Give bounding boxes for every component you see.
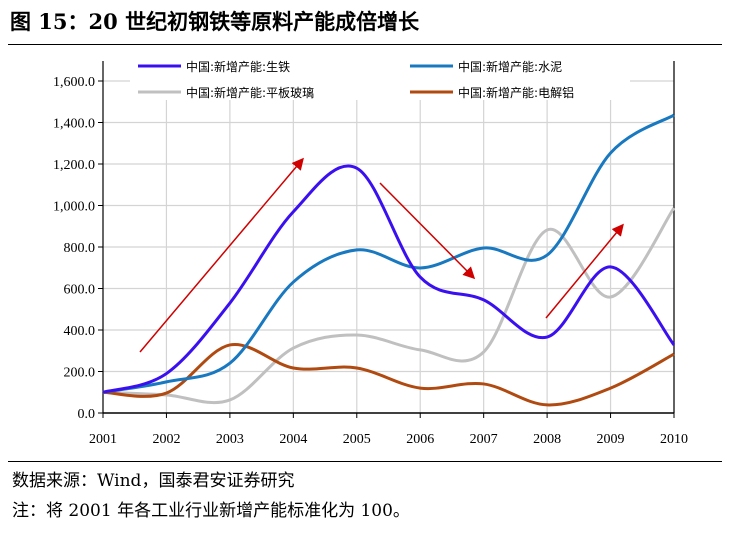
x-tick-label: 2001 bbox=[89, 432, 117, 447]
source-rule bbox=[8, 461, 722, 462]
x-tick-label: 2009 bbox=[597, 432, 625, 447]
trend-arrow bbox=[545, 223, 624, 319]
trend-arrow bbox=[139, 157, 304, 353]
x-tick-label: 2007 bbox=[470, 432, 498, 447]
source-text: 数据来源：Wind，国泰君安证券研究 bbox=[12, 471, 295, 491]
trend-arrows bbox=[139, 157, 624, 353]
line-chart: 0.0 200.0 400.0 600.0 800.0 1,000.0 1,200.0 1,4… bbox=[53, 54, 688, 447]
y-tick-label: 1,600.0 bbox=[53, 75, 95, 90]
series-line-2 bbox=[102, 207, 676, 405]
x-tick-label: 2005 bbox=[343, 432, 371, 447]
legend-label: 中国:新增产能:水泥 bbox=[458, 59, 562, 74]
series-line-3 bbox=[102, 343, 675, 407]
legend-bg bbox=[130, 54, 630, 100]
y-tick-label: 400.0 bbox=[64, 324, 96, 339]
y-tick-label: 1,200.0 bbox=[53, 158, 95, 173]
y-tick-label: 1,400.0 bbox=[53, 117, 95, 132]
x-tick-label: 2006 bbox=[406, 432, 434, 447]
y-tick-label: 200.0 bbox=[64, 366, 96, 381]
x-tick-label: 2003 bbox=[216, 432, 244, 447]
series-lines bbox=[102, 113, 676, 407]
x-tick-label: 2004 bbox=[279, 432, 307, 447]
legend-label: 中国:新增产能:生铁 bbox=[186, 59, 290, 74]
x-tick-label: 2002 bbox=[152, 432, 180, 447]
note-text: 注：将 2001 年各工业行业新增产能标准化为 100。 bbox=[12, 501, 410, 521]
series-line-1 bbox=[102, 113, 675, 394]
trend-arrow bbox=[379, 182, 476, 280]
series-line-0 bbox=[102, 164, 676, 394]
y-tick-label: 800.0 bbox=[64, 241, 96, 256]
y-tick-label: 600.0 bbox=[64, 283, 96, 298]
grid bbox=[103, 61, 675, 413]
figure-title: 图 15：20 世纪初钢铁等原料产能成倍增长 bbox=[10, 9, 420, 34]
x-tick-label: 2010 bbox=[660, 432, 688, 447]
x-tick-label: 2008 bbox=[533, 432, 561, 447]
legend-label: 中国:新增产能:平板玻璃 bbox=[186, 85, 314, 100]
axes: 0.0 200.0 400.0 600.0 800.0 1,000.0 1,200.0 1,4… bbox=[53, 61, 688, 447]
y-tick-label: 1,000.0 bbox=[53, 200, 95, 215]
legend-label: 中国:新增产能:电解铝 bbox=[458, 85, 574, 100]
title-rule bbox=[8, 44, 722, 45]
y-tick-label: 0.0 bbox=[78, 407, 96, 422]
